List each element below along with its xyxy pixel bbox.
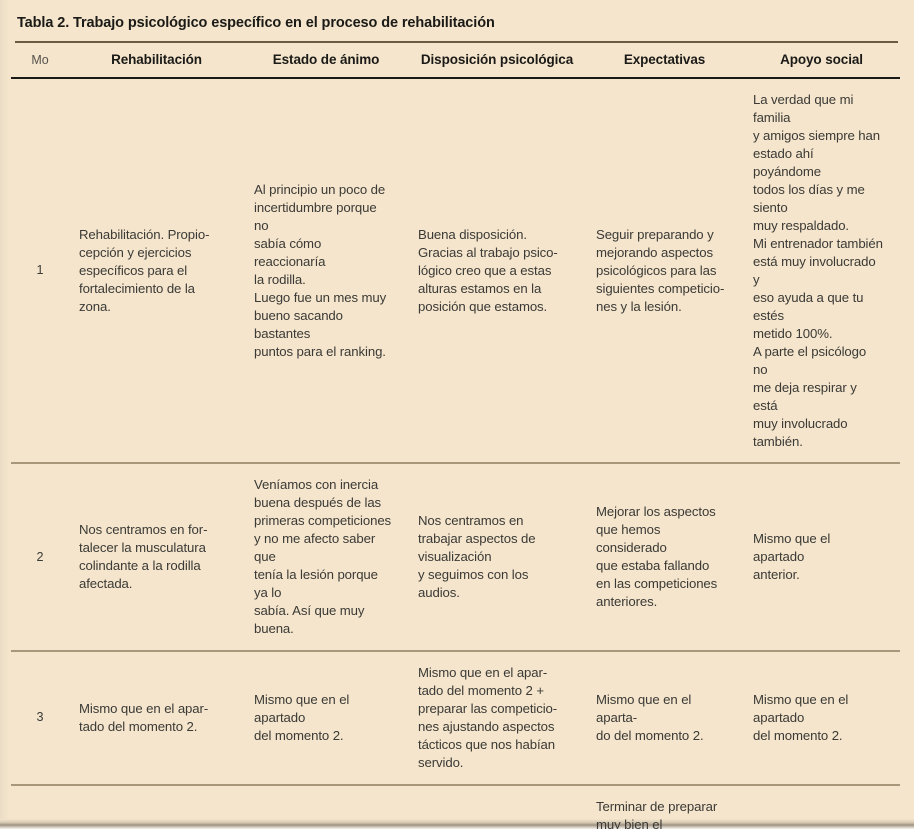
cell-text: Terminar de preparar muy bien el campeon…	[596, 798, 718, 829]
cell-disposicion-psicologica: Buena disposición. Gracias al trabajo ps…	[408, 78, 586, 465]
cell-momento: 3	[11, 651, 69, 786]
cell-expectativas: Seguir preparando y mejorando aspectos p…	[586, 78, 743, 465]
cell-text: Al principio un poco de incertidumbre po…	[254, 182, 387, 359]
cell-disposicion-psicologica: Nos centramos en trabajar aspectos de vi…	[408, 463, 586, 653]
cell-text: Veníamos con inercia buena después de la…	[254, 477, 392, 637]
cell-text: Nos centramos en for- talecer la muscula…	[79, 522, 208, 592]
cell-estado-de-animo: Veníamos con inercia buena después de la…	[244, 463, 408, 653]
table-row: 3 Mismo que en el apar- tado del momento…	[11, 651, 900, 786]
cell-text: Mismo que en el apar- tado del momento 2…	[79, 700, 209, 734]
column-header-mo: Mo	[11, 43, 69, 80]
cell-rehabilitacion: Mismo que en el apar- tado del momento 2…	[69, 651, 244, 786]
cell-text: Mejorar los aspectos que hemos considera…	[596, 504, 718, 610]
cell-text: Mismo que el apartado anterior.	[753, 531, 831, 583]
cell-apoyo-social: Mismo que el apartado anterior.	[743, 463, 900, 653]
cell-text: La verdad que mi familia y amigos siempr…	[753, 92, 883, 449]
caption-divider	[15, 41, 898, 44]
table-row: 2 Nos centramos en for- talecer la muscu…	[11, 463, 900, 653]
cell-momento: 1	[11, 78, 69, 465]
table-body: 1 Rehabilitación. Propio- cepción y ejer…	[11, 78, 900, 829]
cell-estado-de-animo: Mismo que en el apartado del momento 2.	[244, 651, 408, 786]
table-caption: Tabla 2. Trabajo psicológico específico …	[17, 15, 495, 31]
column-header-estado-de-animo: Estado de ánimo	[244, 43, 408, 80]
column-header-disposicion-psicologica: Disposición psicológica	[408, 43, 586, 80]
column-header-rehabilitacion: Rehabilitación	[69, 43, 244, 80]
cell-rehabilitacion: Rehabilitación. Propio- cepción y ejerci…	[69, 78, 244, 465]
cell-expectativas: Terminar de preparar muy bien el campeon…	[586, 784, 743, 829]
cell-text: Nos centramos en trabajar aspectos de vi…	[418, 513, 536, 601]
cell-estado-de-animo: Mismo que en el apartado del momento 2. …	[244, 784, 408, 829]
cell-text: Mismo que en el apartado del momento 2.	[254, 691, 350, 743]
header-row: Mo Rehabilitación Estado de ánimo Dispos…	[11, 43, 900, 80]
cell-text: Seguir preparando y mejorando aspectos p…	[596, 227, 725, 314]
cell-rehabilitacion: Nos centramos en for- talecer la muscula…	[69, 463, 244, 653]
cell-apoyo-social: La verdad que mi familia y amigos siempr…	[743, 78, 900, 465]
table-row: 1 Rehabilitación. Propio- cepción y ejer…	[11, 78, 900, 465]
cell-text: Buena disposición. Gracias al trabajo ps…	[418, 227, 558, 314]
cell-estado-de-animo: Al principio un poco de incertidumbre po…	[244, 78, 408, 465]
cell-text: Mismo que en el apar- tado del momento 2…	[418, 665, 558, 770]
cell-disposicion-psicologica: Mismo que en el apar- tado del momento 2…	[408, 651, 586, 786]
cell-text: Mismo que en el apartado del momento 2.	[753, 691, 849, 743]
table-header: Mo Rehabilitación Estado de ánimo Dispos…	[11, 43, 900, 80]
cell-text: Rehabilitación. Propio- cepción y ejerci…	[79, 227, 210, 314]
cell-disposicion-psicologica: La monotonía no me dejaba respirar y pue…	[408, 784, 586, 829]
cell-text: Mismo que en el aparta- do del momento 2…	[596, 691, 704, 743]
cell-momento: 2	[11, 463, 69, 653]
table-row: 4 No rehabilitamos hasta después de la l…	[11, 784, 900, 829]
column-header-expectativas: Expectativas	[586, 43, 743, 80]
column-header-apoyo-social: Apoyo social	[743, 43, 900, 80]
cell-expectativas: Mejorar los aspectos que hemos considera…	[586, 463, 743, 653]
psychological-work-table: Mo Rehabilitación Estado de ánimo Dispos…	[11, 43, 900, 829]
cell-apoyo-social: Mismo que en el apartado del momento 2.	[743, 651, 900, 786]
cell-momento: 4	[11, 784, 69, 829]
cell-rehabilitacion: No rehabilitamos hasta después de la les…	[69, 784, 244, 829]
cell-apoyo-social: Mismo que en el apartado del momento 2.	[743, 784, 900, 829]
cell-expectativas: Mismo que en el aparta- do del momento 2…	[586, 651, 743, 786]
